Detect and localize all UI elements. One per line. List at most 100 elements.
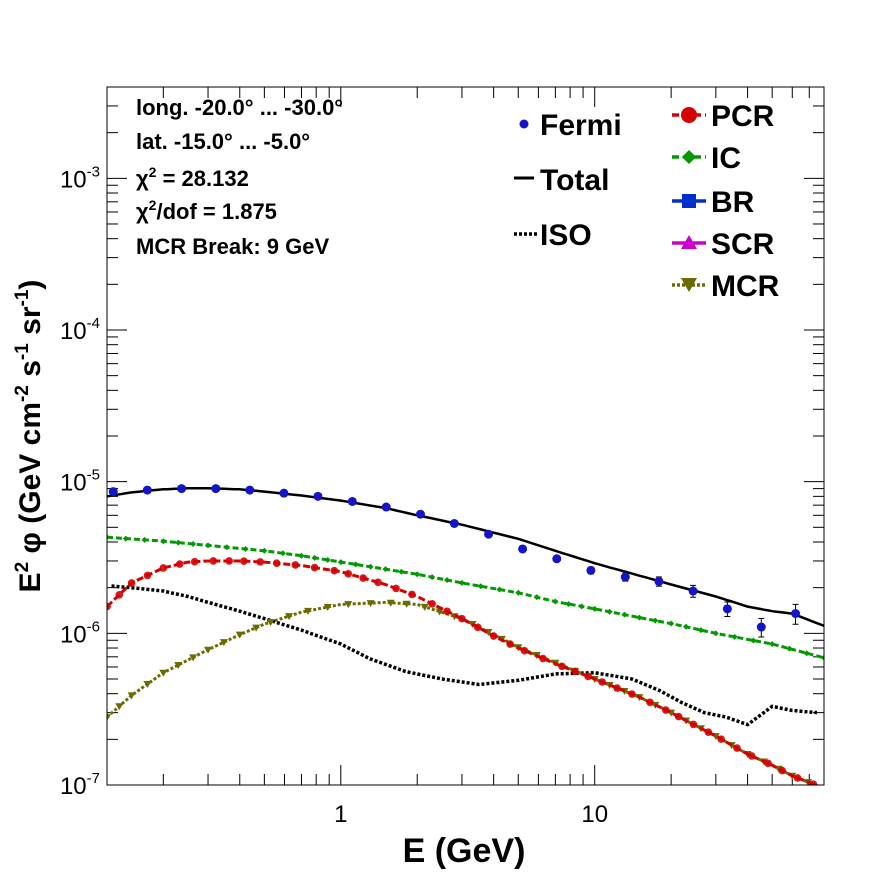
series-total-line <box>107 486 824 628</box>
series-pcr-point <box>458 614 466 623</box>
series-pcr-point <box>809 780 818 785</box>
series-mcr-point <box>344 601 353 609</box>
legend-label-scr: SCR <box>711 228 775 261</box>
svg-text:10-6: 10-6 <box>60 618 100 648</box>
series-ic-point <box>496 586 503 593</box>
series-pcr-point <box>344 569 353 578</box>
fermi-point <box>654 576 664 586</box>
series-pcr-point <box>127 579 136 587</box>
series-pcr-point <box>646 698 654 707</box>
series-pcr-point <box>143 571 152 580</box>
series-ic-point <box>621 611 628 618</box>
series-pcr-point <box>520 646 529 655</box>
series-ic-point <box>444 577 451 584</box>
series-pcr-point <box>717 735 725 743</box>
series-pcr-point <box>662 706 670 714</box>
series-mcr-point <box>174 662 183 670</box>
fermi-point <box>415 509 425 519</box>
series-layer <box>107 484 824 785</box>
series-ic-point <box>668 620 675 627</box>
info-longitude: long. -20.0° ... -30.0° <box>136 95 343 120</box>
series-mcr-point <box>235 631 244 639</box>
series-ic-point <box>107 534 110 541</box>
series-mcr-point <box>323 604 332 612</box>
series-pcr-point <box>778 766 787 775</box>
series-pcr-point <box>764 759 772 768</box>
series-ic-point <box>697 627 704 634</box>
fermi-point <box>484 529 494 539</box>
series-mcr-point <box>127 692 136 700</box>
fermi-point <box>791 609 801 619</box>
series-group <box>107 484 824 785</box>
series-mcr-point <box>107 714 111 722</box>
series-ic-point <box>242 546 249 553</box>
series-ic-point <box>367 563 374 570</box>
series-ic-point <box>578 603 585 610</box>
series-ic-point <box>477 583 484 590</box>
series-ic-point <box>786 645 793 652</box>
series-ic-point <box>261 547 268 554</box>
fermi-point <box>313 491 323 501</box>
series-ic-point <box>324 556 331 563</box>
series-pcr-point <box>474 623 482 632</box>
series-pcr-point <box>240 557 248 565</box>
y-tick-base: 10 <box>60 773 87 800</box>
series-mcr-point <box>115 703 124 711</box>
series-pcr-point <box>330 566 339 575</box>
series-ic-point <box>750 637 757 644</box>
svg-text:10-3: 10-3 <box>60 163 100 193</box>
fermi-point <box>347 496 357 506</box>
series-ic-point <box>223 544 230 551</box>
fermi-point <box>518 544 528 554</box>
y-tick-exp: -4 <box>87 315 100 332</box>
y-tick-base: 10 <box>60 621 87 648</box>
series-ic-point <box>141 536 148 543</box>
y-tick-label-1e-7: 10-7 <box>60 770 100 800</box>
series-pcr-point <box>190 557 199 566</box>
y-tick-label-1e-5: 10-5 <box>60 467 100 497</box>
fermi-point <box>108 487 118 497</box>
series-pcr-point <box>747 752 756 760</box>
legend-label-mcr: MCR <box>711 270 780 303</box>
fermi-point <box>722 604 732 614</box>
legend-marker-ic <box>682 150 696 164</box>
series-pcr-line <box>107 559 820 785</box>
svg-text:10-7: 10-7 <box>60 770 100 800</box>
series-mcr-point <box>420 603 429 611</box>
series-iso-line <box>111 584 818 727</box>
fermi-point <box>449 518 459 528</box>
series-pcr-point <box>374 578 382 587</box>
legend-marker-fermi <box>519 119 529 129</box>
legend-item-iso: ISO <box>514 219 592 252</box>
series-pcr-point <box>628 690 636 698</box>
fit-info: long. -20.0° ... -30.0° lat. -15.0° ... … <box>136 95 343 259</box>
fermi-point <box>279 488 289 498</box>
fermi-point <box>552 554 562 564</box>
series-pcr-point <box>571 667 579 676</box>
series-ic-point <box>591 605 598 612</box>
series-ic-point <box>769 641 776 648</box>
series-ic-point <box>352 561 359 568</box>
series-ic-point <box>311 554 318 561</box>
series-pcr-point <box>598 678 606 686</box>
series-ic-point <box>731 633 738 640</box>
series-pcr-point <box>256 558 265 566</box>
series-pcr-point <box>115 590 124 599</box>
legend-item-ic: IC <box>672 142 741 175</box>
y-tick-exp: -5 <box>87 467 100 484</box>
y-tick-label-1e-3: 10-3 <box>60 163 100 193</box>
axis-ticks <box>107 86 825 786</box>
series-pcr-point <box>506 640 514 648</box>
legend-item-fermi: Fermi <box>519 109 622 142</box>
y-tick-exp: -7 <box>87 770 100 787</box>
series-mcr-point <box>266 619 275 627</box>
series-mcr-point <box>402 600 411 608</box>
fermi-point <box>756 622 766 632</box>
series-pcr-point <box>793 774 802 782</box>
series-mcr-point <box>143 681 152 689</box>
series-mcr-point <box>204 646 213 654</box>
fermi-point <box>620 572 630 582</box>
series-mcr-point <box>252 624 261 632</box>
series-ic-point <box>458 579 465 586</box>
